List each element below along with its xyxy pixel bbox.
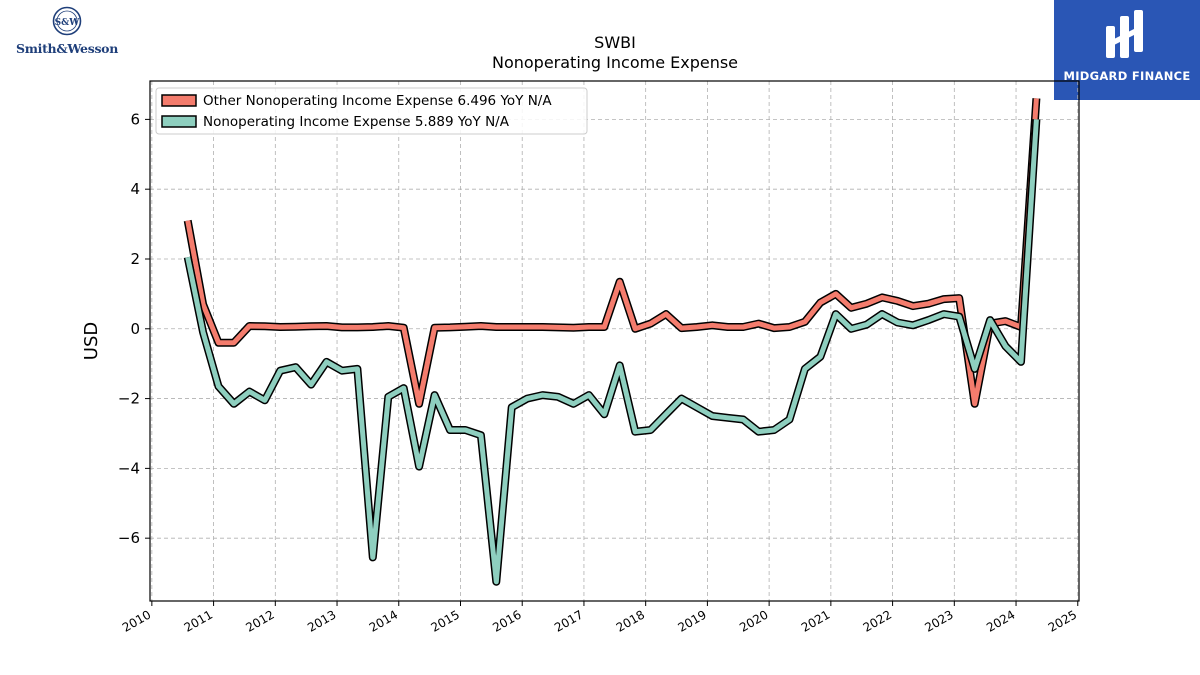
smith-wesson-emblem-icon: S&W [52, 6, 82, 36]
x-tick-label: 2022 [861, 607, 894, 634]
chart-subtitle: Nonoperating Income Expense [492, 53, 738, 72]
y-tick-label: −6 [118, 529, 140, 547]
legend-box [155, 87, 588, 135]
series-line [185, 98, 1039, 407]
series-outline [183, 119, 1041, 586]
legend-swatch-other-nonoperating [161, 94, 197, 107]
midgard-finance-logo: MIDGARD FINANCE [1054, 0, 1200, 100]
x-tick-label: 2018 [614, 607, 647, 634]
x-tick-label: 2013 [305, 607, 338, 634]
plot-frame [149, 80, 1080, 602]
x-tick-label: 2010 [120, 607, 153, 634]
x-tick-label: 2023 [922, 607, 955, 634]
y-tick-label: −4 [118, 459, 140, 477]
series-lines [183, 98, 1041, 586]
legend-swatch-nonoperating [161, 115, 197, 128]
gridlines [150, 81, 1079, 601]
smith-wesson-logo: S&W Smith&Wesson [6, 6, 128, 58]
x-tick-label: 2019 [675, 607, 708, 634]
x-tick-label: 2016 [490, 607, 523, 634]
midgard-finance-wordmark: MIDGARD FINANCE [1063, 69, 1191, 83]
midgard-logo-mark-icon [1106, 10, 1143, 58]
legend-entry-other-nonoperating: Other Nonoperating Income Expense 6.496 … [203, 93, 552, 109]
series-outline [183, 98, 1041, 408]
y-tick-label: 6 [130, 110, 140, 128]
y-tick-label: 4 [130, 180, 140, 198]
x-tick-label: 2021 [799, 607, 832, 634]
x-tick-label: 2012 [243, 607, 276, 634]
x-tick-label: 2011 [182, 607, 215, 634]
x-tick-label: 2025 [1046, 607, 1079, 634]
smith-wesson-wordmark: Smith&Wesson [15, 41, 119, 56]
x-tick-label: 2015 [429, 607, 462, 634]
x-tick-label: 2014 [367, 607, 400, 634]
series-other-nonoperating [183, 98, 1041, 408]
y-tick-label: 2 [130, 250, 140, 268]
series-line [185, 119, 1039, 585]
y-axis-label: USD [81, 322, 102, 360]
emblem-mark: S&W [55, 18, 81, 28]
chart-title: SWBI [594, 33, 636, 52]
x-tick-label: 2020 [737, 607, 770, 634]
x-tick-label: 2024 [984, 607, 1017, 634]
y-tick-label: 0 [130, 320, 140, 338]
legend: Other Nonoperating Income Expense 6.496 … [155, 87, 588, 135]
x-tick-label: 2017 [552, 607, 585, 634]
legend-entry-nonoperating: Nonoperating Income Expense 5.889 YoY N/… [203, 114, 510, 130]
series-nonoperating [183, 119, 1041, 586]
y-tick-label: −2 [118, 390, 140, 408]
